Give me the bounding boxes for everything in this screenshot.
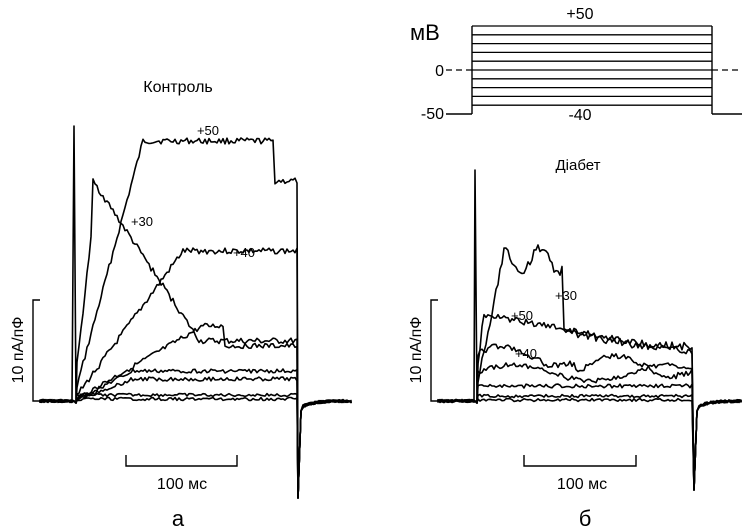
protocol-bottom-label: -40 [568,107,591,124]
trace-4 [437,383,742,491]
panel-b-title: Діабет [556,157,601,174]
panel-a-y-scale-bar [32,299,40,402]
trace-1 [437,244,742,491]
trace-6 [437,397,742,491]
panel-b-x-scale-label: 100 мс [557,476,607,493]
panel-a-traces [39,125,352,499]
panel-a-trace-label-plus30: +30 [131,214,153,229]
panel-b-y-scale-bar [430,299,438,402]
protocol-tick-zero: 0 [435,63,444,80]
panel-b-trace-label-plus40: +40 [515,346,537,361]
protocol-steps [446,25,742,115]
panel-a-trace-label-plus40: +40 [233,245,255,260]
panel-a: Контроль 10 пА/пФ 100 мс +50 +40 +30 а [10,79,352,531]
panel-a-x-scale-label: 100 мс [157,476,207,493]
trace-5 [437,393,742,491]
panel-b-trace-label-plus50: +50 [511,308,533,323]
panel-a-title: Контроль [143,79,213,96]
panel-b-y-scale-label: 10 пА/пФ [408,317,425,384]
trace-0 [437,169,742,491]
trace-2 [437,343,742,491]
protocol-unit: мВ [410,20,440,45]
panel-b-traces [437,169,742,491]
protocol-top-label: +50 [566,6,593,23]
panel-a-letter: а [172,506,185,531]
panel-b-x-scale-bar [523,455,637,467]
panel-a-y-scale-label: 10 пА/пФ [10,317,27,384]
trace-1 [39,178,352,499]
panel-b-letter: б [579,506,592,531]
protocol-tick-holding: -50 [421,106,444,123]
trace-7 [39,396,352,499]
trace-3 [437,362,742,491]
trace-0 [39,125,352,499]
trace-2 [39,247,352,499]
panel-a-trace-label-plus50: +50 [197,123,219,138]
panel-a-x-scale-bar [125,455,238,467]
panel-b: Діабет 10 пА/пФ 100 мс +30 +50 +40 б [408,157,742,531]
voltage-protocol: мВ +50 0 -50 -40 [410,6,742,124]
panel-b-trace-label-plus30: +30 [555,288,577,303]
